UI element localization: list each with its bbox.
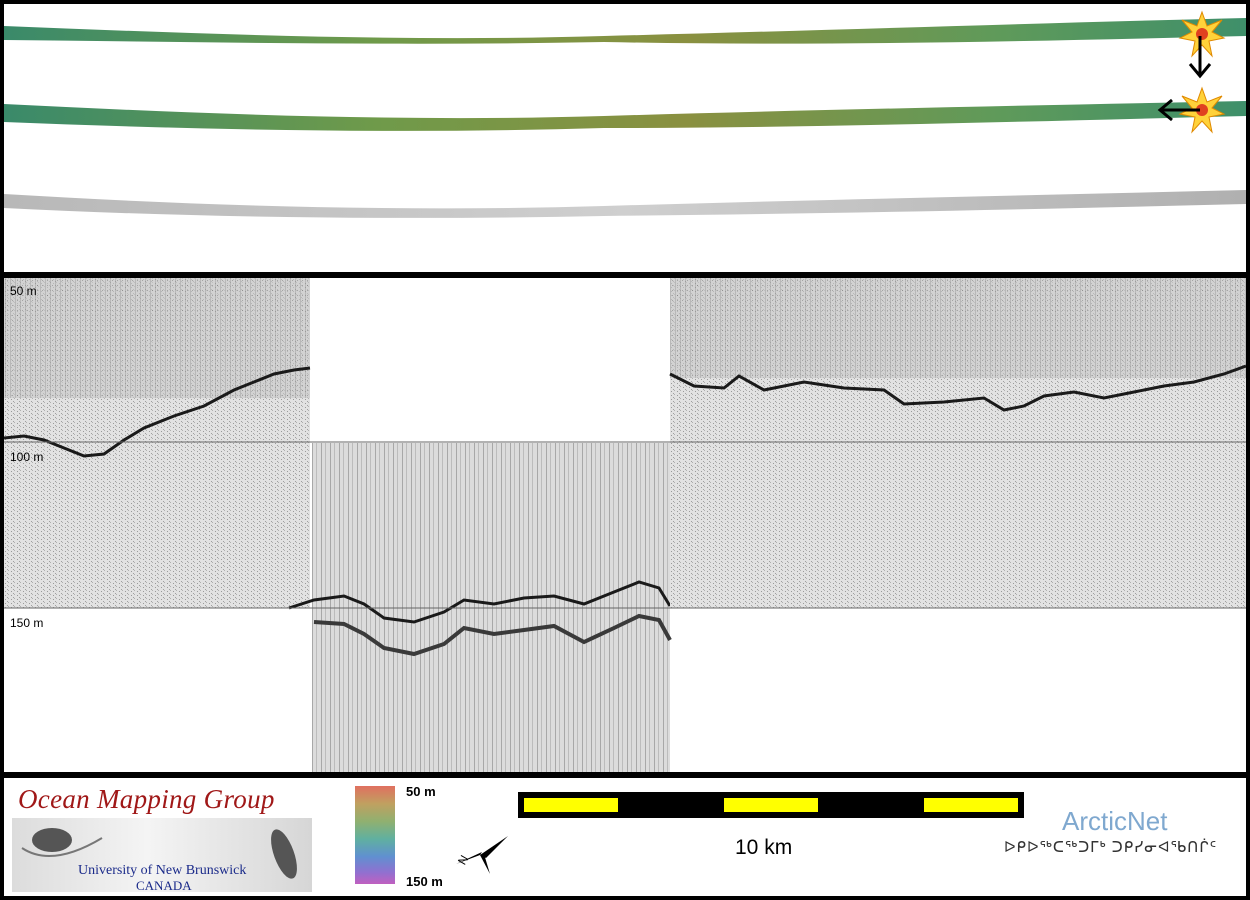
omg-country: CANADA xyxy=(136,878,192,893)
seabed-multiple-middle xyxy=(313,613,672,657)
end-marker-icon xyxy=(1178,86,1226,134)
north-label: N xyxy=(455,853,471,868)
legend-panel: Ocean Mapping Group University of New Br… xyxy=(4,778,1246,896)
seabed-trace-left xyxy=(4,366,311,458)
down-arrow-icon xyxy=(1188,36,1212,79)
omg-logo-graphic xyxy=(21,828,297,879)
depth-label-100: 100 m xyxy=(10,450,44,464)
colorbar-bottom-label: 150 m xyxy=(406,874,443,889)
scale-bar xyxy=(518,792,1024,818)
scale-segment-1 xyxy=(524,798,618,812)
scale-label: 10 km xyxy=(735,836,793,859)
colorbar-top-label: 50 m xyxy=(406,784,436,799)
echogram-image xyxy=(4,278,1246,772)
swath-map-panel xyxy=(4,4,1246,272)
depth-label-50: 50 m xyxy=(10,284,37,298)
seabed-trace-middle xyxy=(288,580,672,624)
omg-logo-image xyxy=(12,818,312,892)
swath-strip-1 xyxy=(4,18,1246,44)
swath-strip-3 xyxy=(4,190,1246,218)
omg-title: Ocean Mapping Group xyxy=(18,784,275,814)
depth-label-150: 150 m xyxy=(10,616,44,630)
scale-segment-2 xyxy=(724,798,818,812)
swath-strips xyxy=(4,10,1246,218)
echogram-panel: 50 m 100 m 150 m xyxy=(4,278,1246,772)
north-arrow-icon: N xyxy=(455,836,508,874)
arcticnet-logo-title: ArcticNet xyxy=(1062,806,1168,836)
seabed-trace-right xyxy=(669,364,1246,412)
arcticnet-syllabics: ᐅᑭᐅᖅᑕᖅᑐᒥᒃ ᑐᑭᓯᓂᐊᖃᑎᒌᑦ xyxy=(1004,839,1218,856)
swath-strip-2 xyxy=(4,101,1246,131)
left-arrow-icon xyxy=(1157,98,1200,122)
scale-segment-3 xyxy=(924,798,1018,812)
omg-university: University of New Brunswick xyxy=(78,863,247,878)
depth-colorbar xyxy=(355,786,395,884)
